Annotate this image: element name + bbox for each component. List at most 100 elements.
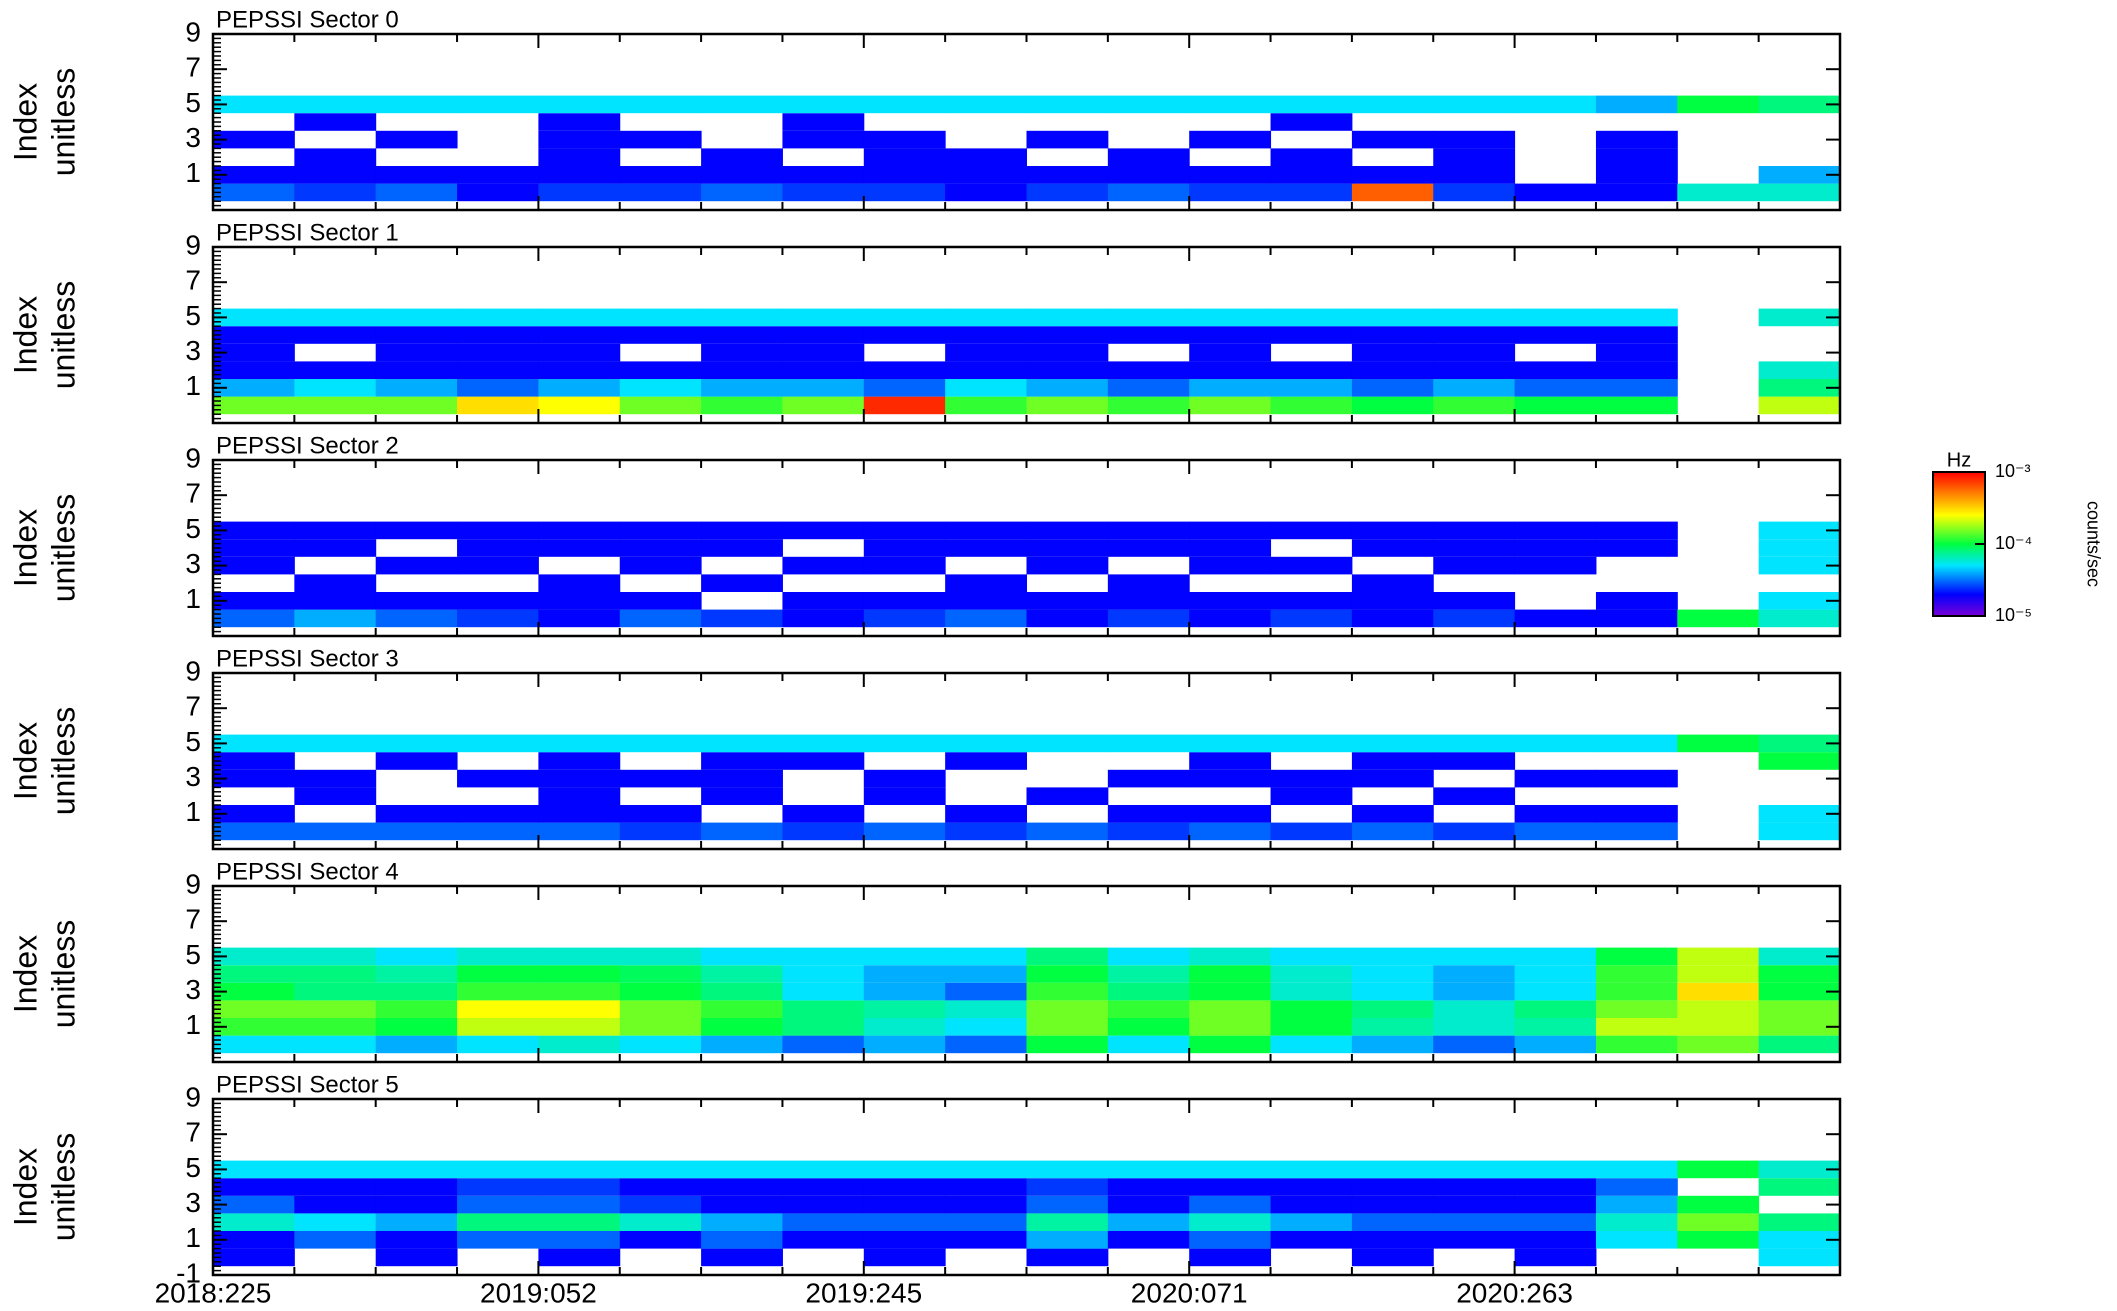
heat-cell: [782, 166, 865, 184]
heat-cell: [1270, 1000, 1353, 1018]
heat-cell: [1351, 95, 1434, 114]
heat-cell: [1595, 734, 1678, 753]
heat-cell: [863, 308, 946, 327]
heat-cell: [375, 1195, 458, 1214]
heat-cell: [1270, 556, 1353, 575]
heat-cell: [375, 982, 458, 1001]
heat-cell: [294, 982, 377, 1001]
heat-cell: [1026, 1231, 1109, 1249]
heat-cell: [945, 805, 1027, 823]
heat-cell: [213, 769, 295, 788]
heat-cell: [1270, 95, 1353, 114]
heat-cell: [863, 183, 946, 202]
heat-cell: [1107, 379, 1190, 397]
heat-cell: [945, 1178, 1027, 1196]
heat-cell: [1107, 1018, 1190, 1036]
heat-cell: [782, 734, 865, 753]
heat-cell: [1270, 1213, 1353, 1231]
panel-title: PEPSSI Sector 5: [216, 1071, 399, 1098]
heat-cell: [1758, 556, 1841, 575]
heat-cell: [1758, 592, 1841, 610]
heat-cell: [1270, 609, 1353, 628]
heat-cell: [782, 1018, 865, 1036]
heat-cell: [782, 822, 865, 841]
heat-cell: [945, 592, 1027, 610]
heat-cell: [294, 1000, 377, 1018]
heat-cell: [1758, 1231, 1841, 1249]
heat-cell: [457, 183, 539, 202]
y-tick-label: 1: [185, 370, 201, 401]
y-tick-label: 5: [185, 300, 201, 331]
heat-cell: [1107, 1213, 1190, 1231]
heat-cell: [213, 166, 295, 184]
y-unit: unitless: [45, 920, 81, 1029]
y-tick-label: 9: [185, 442, 201, 473]
heat-cell: [457, 1231, 539, 1249]
heat-cell: [213, 130, 295, 149]
heat-cell: [457, 1000, 539, 1018]
heat-cell: [538, 1178, 621, 1196]
heat-cell: [213, 95, 295, 114]
heat-cell: [1107, 396, 1190, 415]
heat-cell: [294, 1018, 377, 1036]
heat-cell: [1595, 379, 1678, 397]
heat-cell: [375, 1248, 458, 1267]
heat-cell: [1758, 1160, 1841, 1179]
heat-cell: [375, 130, 458, 149]
heat-cell: [1595, 183, 1678, 202]
y-tick-label: 1: [185, 583, 201, 614]
heat-cell: [457, 965, 539, 983]
y-axis-label: Index unitless: [7, 68, 81, 177]
heat-cell: [375, 379, 458, 397]
heat-cell: [1514, 1035, 1597, 1054]
heat-cell: [1758, 396, 1841, 415]
heat-cell: [945, 166, 1027, 184]
heat-cell: [863, 379, 946, 397]
colorbar-tick-label: 10⁻⁴: [1995, 533, 2032, 553]
heat-cell: [1270, 148, 1353, 166]
heat-cell: [863, 1018, 946, 1036]
y-tick-label: 3: [185, 974, 201, 1005]
heat-cell: [1189, 822, 1272, 841]
heat-cell: [1433, 1000, 1516, 1018]
heat-cell: [538, 965, 621, 983]
heat-cell: [1677, 1213, 1760, 1231]
heat-cell: [863, 592, 946, 610]
heat-cell: [1270, 947, 1353, 966]
heat-cell: [1351, 361, 1434, 379]
heat-cell: [213, 308, 295, 327]
y-tick-label: 9: [185, 655, 201, 686]
heat-cell: [1351, 1195, 1434, 1214]
y-axis-label: Index unitless: [7, 281, 81, 390]
heat-cell: [1595, 308, 1678, 327]
heat-cell: [1595, 539, 1678, 557]
heat-cell: [701, 361, 783, 379]
heat-cell: [538, 982, 621, 1001]
heat-cell: [619, 822, 702, 841]
heat-cell: [863, 539, 946, 557]
heat-cell: [863, 326, 946, 344]
heat-cell: [1351, 521, 1434, 540]
heat-cell: [294, 148, 377, 166]
heat-cell: [1351, 1248, 1434, 1267]
heat-cell: [619, 521, 702, 540]
heat-cell: [1107, 734, 1190, 753]
heat-cell: [701, 166, 783, 184]
heat-cell: [375, 805, 458, 823]
heat-cell: [538, 947, 621, 966]
heat-cell: [782, 1160, 865, 1179]
plot-frame: [211, 245, 1842, 425]
heat-cell: [782, 947, 865, 966]
heat-cell: [701, 769, 783, 788]
heat-cell: [863, 1178, 946, 1196]
heat-cell: [375, 326, 458, 344]
heat-cell: [1514, 183, 1597, 202]
heat-cell: [1026, 130, 1109, 149]
heat-cell: [538, 805, 621, 823]
heat-cell: [945, 1018, 1027, 1036]
heat-cell: [538, 769, 621, 788]
heat-cell: [294, 822, 377, 841]
heat-cell: [1758, 1178, 1841, 1196]
heat-cell: [1026, 326, 1109, 344]
heat-cell: [1351, 130, 1434, 149]
